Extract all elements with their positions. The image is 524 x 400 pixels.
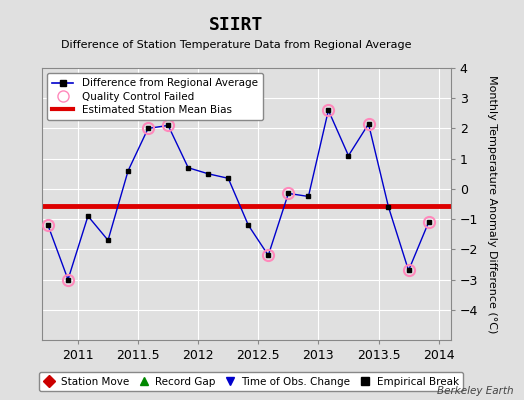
Text: Berkeley Earth: Berkeley Earth bbox=[437, 386, 514, 396]
Text: SIIRT: SIIRT bbox=[209, 16, 263, 34]
Text: Difference of Station Temperature Data from Regional Average: Difference of Station Temperature Data f… bbox=[61, 40, 411, 50]
Legend: Station Move, Record Gap, Time of Obs. Change, Empirical Break: Station Move, Record Gap, Time of Obs. C… bbox=[39, 372, 463, 391]
Y-axis label: Monthly Temperature Anomaly Difference (°C): Monthly Temperature Anomaly Difference (… bbox=[487, 75, 497, 333]
